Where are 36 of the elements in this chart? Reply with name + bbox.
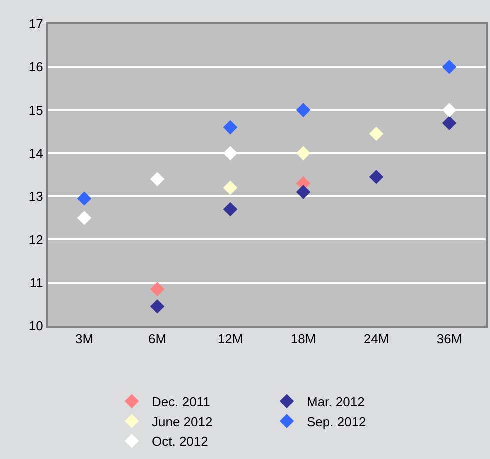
point <box>369 170 384 184</box>
legend-label: Oct. 2012 <box>152 434 208 450</box>
y-tick-label: 13 <box>28 189 44 204</box>
point <box>150 172 165 186</box>
point <box>150 299 165 314</box>
x-tick-label: 18M <box>290 332 316 347</box>
y-tick-label: 12 <box>28 232 44 248</box>
y-tick-label: 15 <box>28 102 44 118</box>
point <box>296 146 311 161</box>
point <box>442 116 457 130</box>
point <box>223 180 238 196</box>
y-tick-label: 14 <box>28 146 44 161</box>
point <box>77 192 92 206</box>
y-tick-label: 16 <box>28 60 44 75</box>
x-tick-label: 36M <box>436 332 462 347</box>
point <box>296 185 311 200</box>
point <box>223 202 238 217</box>
point <box>296 103 311 118</box>
x-tick-label: 6M <box>148 332 167 347</box>
y-tick-label: 10 <box>28 318 44 334</box>
legend-label: Dec. 2011 <box>152 394 210 410</box>
point <box>77 210 92 226</box>
y-tick-label: 11 <box>30 275 44 290</box>
x-tick-label: 12M <box>218 332 244 347</box>
point <box>442 60 457 74</box>
point <box>369 126 384 142</box>
point <box>150 282 165 296</box>
legend-label: June 2012 <box>152 414 213 430</box>
x-tick-label: 3M <box>75 332 94 347</box>
point <box>223 120 238 135</box>
y-tick-label: 17 <box>28 16 44 32</box>
x-tick-label: 24M <box>364 332 390 347</box>
legend-label: Mar. 2012 <box>307 394 365 410</box>
legend-label: Sep. 2012 <box>307 414 366 430</box>
point <box>223 146 238 161</box>
point <box>442 103 457 118</box>
